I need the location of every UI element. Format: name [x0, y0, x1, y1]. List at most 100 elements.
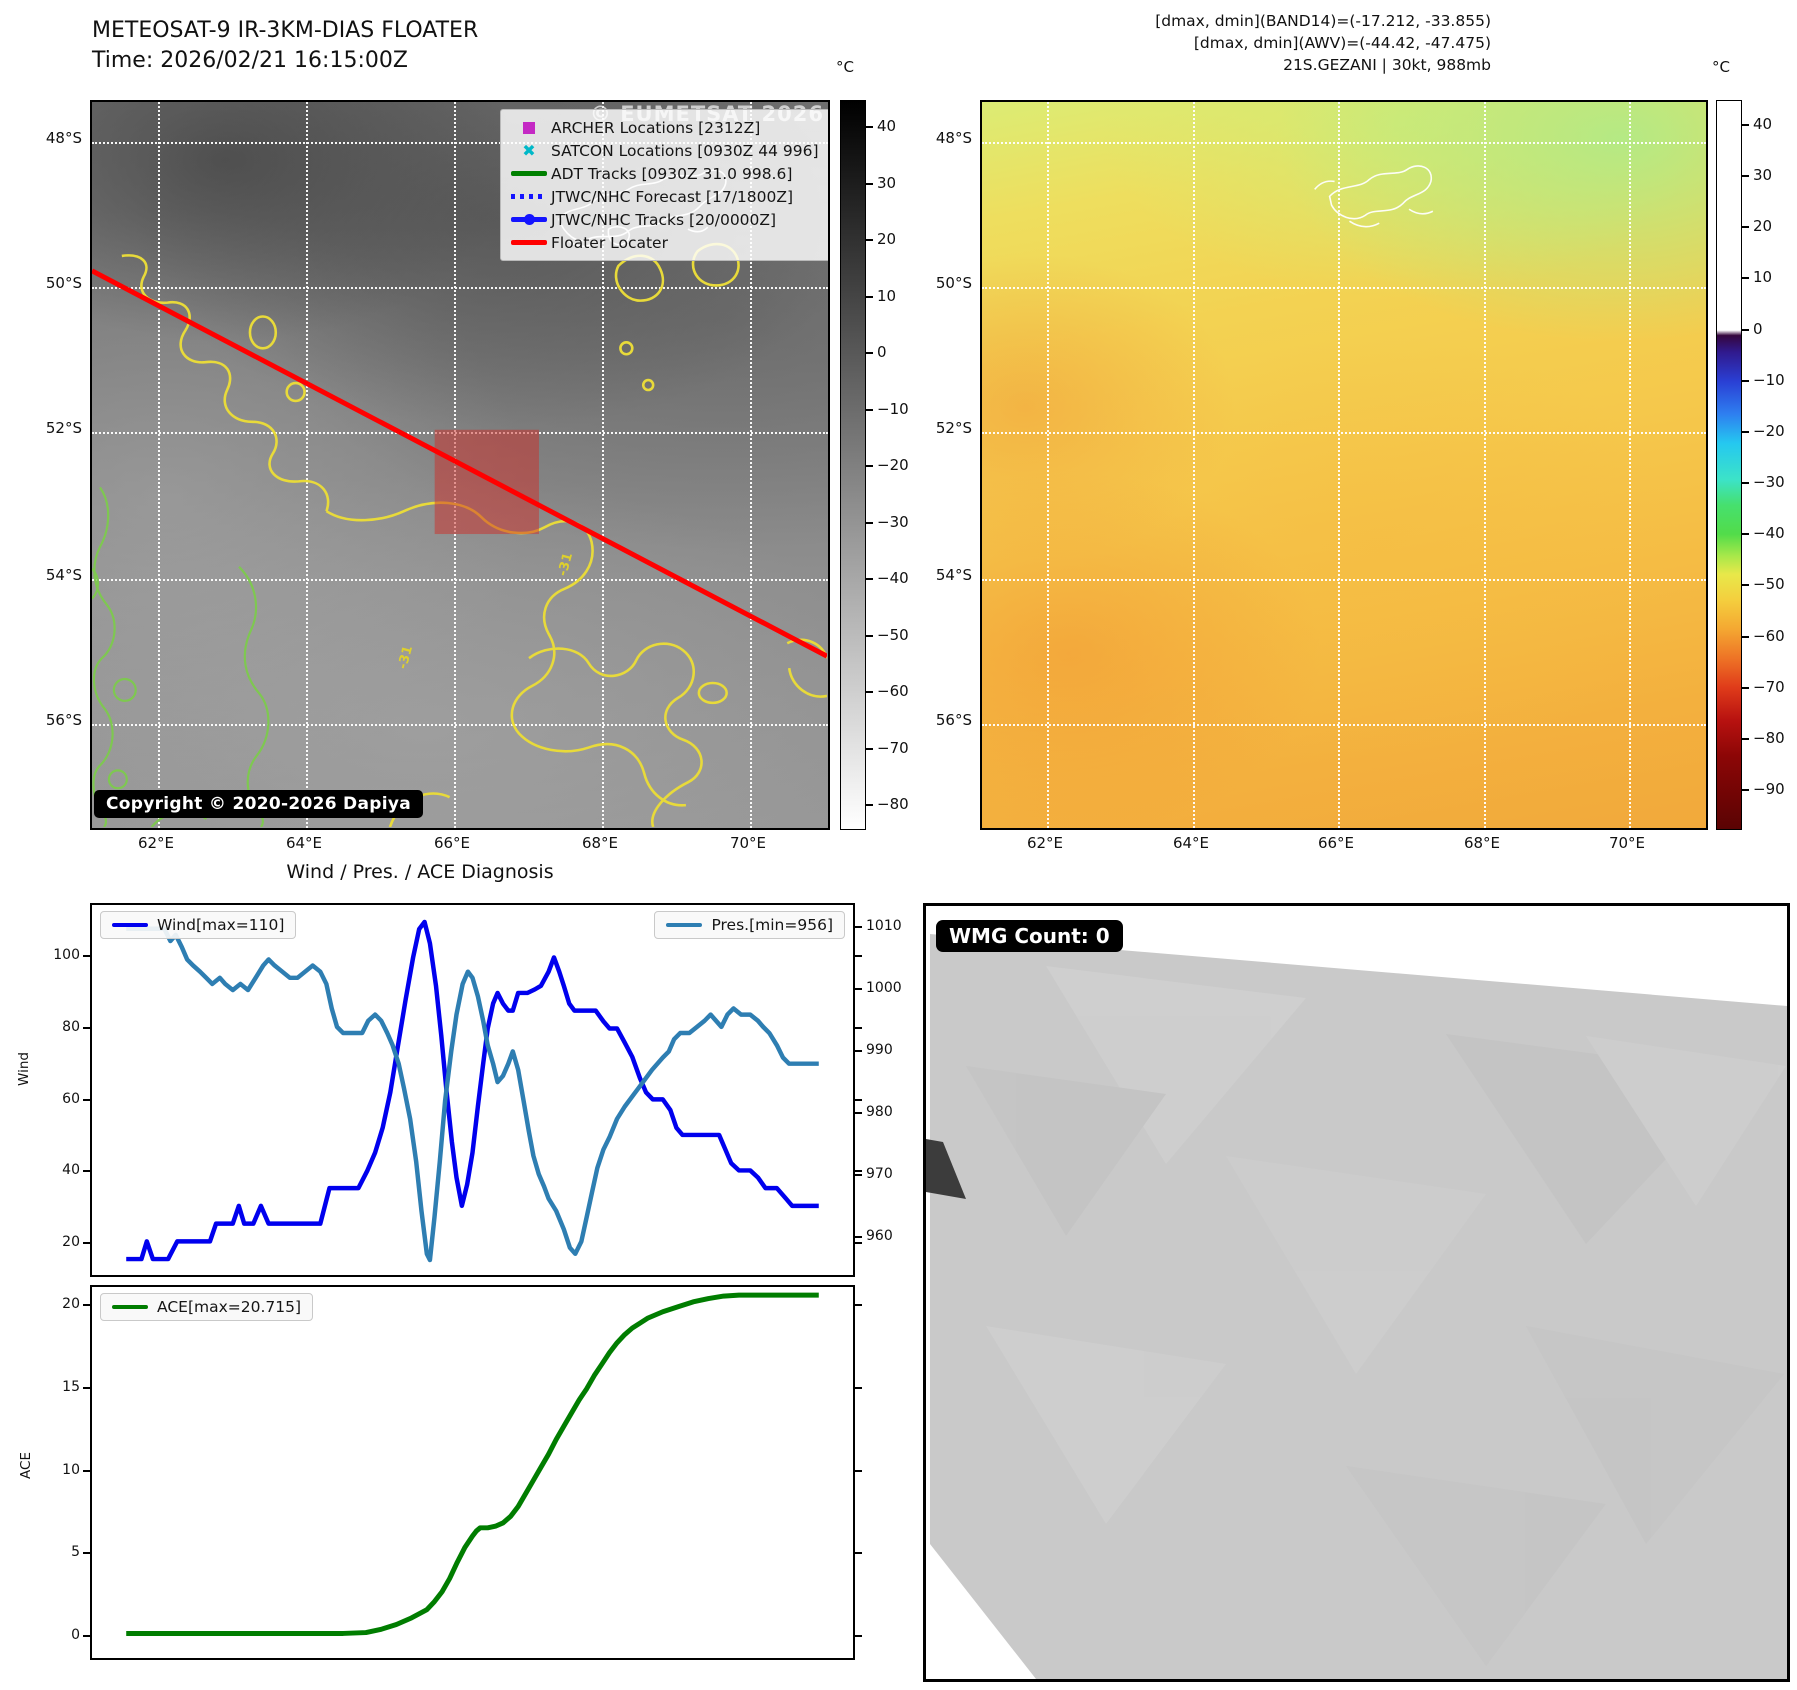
colorbar-tick	[866, 239, 873, 241]
colorbar-tick-label: −40	[1753, 524, 1785, 543]
wind-tick	[83, 1170, 90, 1173]
colorbar-tick-label: −60	[1753, 626, 1785, 645]
pressure-legend-label: Pres.[min=956]	[711, 916, 833, 934]
ace-tick	[83, 1552, 90, 1555]
ace-tick-label: 0	[71, 1627, 80, 1643]
pressure-legend: Pres.[min=956]	[654, 911, 845, 939]
wmg-panel: WMG Count: 0	[923, 903, 1790, 1682]
colorbar-tick	[866, 182, 873, 185]
x-cyan-icon: ✖	[522, 140, 536, 160]
colorbar-tick-label: 20	[1753, 217, 1773, 236]
wind-tick-label: 40	[62, 1162, 80, 1179]
colorbar-tick-label: 40	[877, 117, 897, 135]
colorbar-tick	[1742, 635, 1749, 638]
wind-tick-label: 20	[62, 1234, 80, 1250]
colorbar-tick-label: −10	[1753, 370, 1785, 389]
wind-line-marker	[112, 922, 148, 928]
gridline-lon	[1338, 102, 1340, 828]
wmg-mesh-surface	[926, 934, 1787, 1679]
ace-chart: ACE[max=20.715]	[90, 1285, 855, 1660]
gridline-lon	[750, 102, 752, 828]
ir-satellite-map: © EUMETSAT 2026 ARCHER Locations [2312Z]…	[90, 100, 830, 830]
right-colorbar-unit: °C	[1712, 58, 1730, 76]
ace-plot	[126, 1292, 819, 1636]
awv-colorbar	[1716, 100, 1742, 830]
gridline-lon	[1047, 102, 1049, 828]
lon-tick-label: 66°E	[433, 834, 471, 852]
gridline-lon	[306, 102, 308, 828]
colorbar-tick-label: −90	[1753, 779, 1785, 798]
ace-tick-label: 20	[62, 1296, 80, 1312]
ace-right-tick	[855, 1304, 862, 1306]
legend-item: ADT Tracks [0930Z 31.0 998.6]	[507, 162, 825, 185]
left-colorbar-unit: °C	[836, 58, 854, 76]
floater-locater-line	[92, 268, 827, 659]
ace-line-marker	[112, 1304, 148, 1310]
wind-tick	[83, 1026, 90, 1029]
lat-tick-label: 54°S	[935, 566, 972, 584]
wind-tick	[83, 1098, 90, 1101]
wind-right-tick	[855, 1098, 862, 1101]
map-legend: ARCHER Locations [2312Z] ✖ SATCON Location…	[500, 109, 828, 261]
colorbar-tick	[866, 126, 873, 128]
gridline-lon	[158, 102, 160, 828]
colorbar-tick	[1742, 533, 1749, 536]
colorbar-tick	[1742, 584, 1749, 587]
pressure-tick	[855, 1050, 862, 1052]
colorbar-tick-label: 0	[1753, 319, 1763, 338]
awv-map-overlays	[1314, 165, 1434, 228]
floater-target-box	[434, 429, 539, 535]
legend-item: JTWC/NHC Tracks [20/0000Z]	[507, 208, 825, 231]
pressure-tick	[855, 926, 862, 928]
colorbar-tick	[1742, 686, 1749, 689]
colorbar-tick-label: −40	[877, 569, 909, 587]
colorbar-tick	[1742, 737, 1749, 740]
pressure-tick-label: 980	[866, 1104, 893, 1120]
band14-range-label: [dmax, dmin](BAND14)=(-17.212, -33.855)	[1155, 12, 1491, 30]
gridline-lat	[92, 724, 828, 726]
colorbar-tick	[1742, 124, 1749, 126]
pressure-tick	[855, 1236, 862, 1238]
lon-tick-label: 64°E	[1172, 834, 1210, 852]
lat-tick-label: 50°S	[935, 274, 972, 292]
lon-tick-label: 70°E	[1608, 834, 1646, 852]
gridline-lat	[92, 142, 828, 144]
pressure-tick-label: 990	[866, 1042, 893, 1058]
lon-tick-label: 68°E	[581, 834, 619, 852]
ace-axis-label: ACE	[18, 1452, 34, 1479]
dotted-blue-icon	[507, 189, 551, 205]
colorbar-tick-label: 10	[1753, 268, 1773, 287]
colorbar-tick	[866, 578, 873, 580]
line-dot-blue-icon	[507, 212, 551, 228]
ace-right-tick	[855, 1386, 862, 1389]
colorbar-tick	[866, 634, 873, 637]
gridline-lat	[982, 579, 1706, 581]
pressure-tick	[855, 1174, 862, 1176]
ace-tick-label: 15	[62, 1378, 80, 1395]
pressure-tick-label: 1010	[866, 918, 902, 934]
ace-tick	[83, 1635, 90, 1637]
lon-tick-label: 70°E	[729, 834, 767, 852]
colorbar-tick	[866, 691, 873, 693]
legend-item-label: ARCHER Locations [2312Z]	[551, 118, 761, 137]
colorbar-tick-label: −50	[1753, 575, 1785, 594]
colorbar-tick-label: −30	[1753, 473, 1785, 492]
line-red-icon	[507, 235, 551, 251]
ace-right-tick	[855, 1469, 862, 1472]
colorbar-tick-label: −60	[877, 682, 909, 700]
ace-tick	[83, 1304, 90, 1306]
wind-tick	[83, 1242, 90, 1244]
wind-tick	[83, 955, 90, 957]
wind-tick-label: 100	[53, 947, 80, 963]
pressure-tick	[855, 1112, 862, 1114]
legend-item: ARCHER Locations [2312Z]	[507, 116, 825, 139]
colorbar-tick	[866, 408, 873, 411]
colorbar-tick	[1742, 226, 1749, 229]
ace-tick	[83, 1386, 90, 1389]
wmg-dark-facet	[926, 1139, 966, 1199]
ace-legend-label: ACE[max=20.715]	[157, 1298, 302, 1316]
header-block: METEOSAT-9 IR-3KM-DIAS FLOATER Time: 202…	[92, 16, 478, 76]
colorbar-tick-label: −70	[1753, 677, 1785, 696]
gridline-lat	[92, 579, 828, 581]
ace-tick	[83, 1469, 90, 1472]
